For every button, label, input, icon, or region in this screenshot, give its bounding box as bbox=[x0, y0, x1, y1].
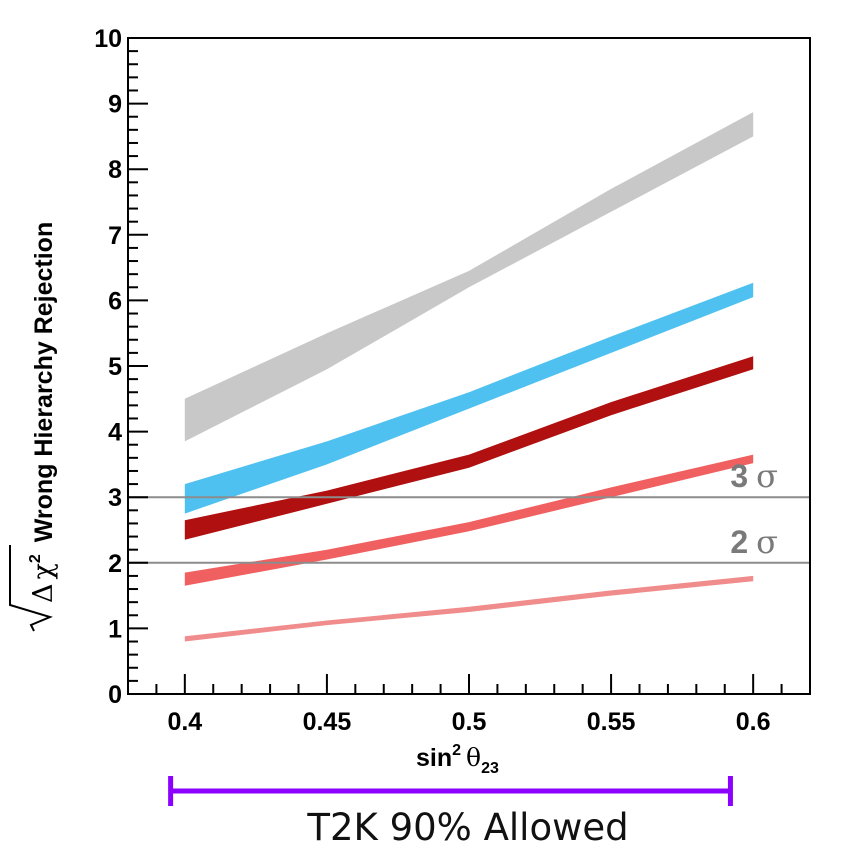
y-tick-label: 1 bbox=[108, 615, 122, 643]
x-title-base: sin bbox=[416, 744, 452, 772]
x-tick-label: 0.5 bbox=[452, 708, 487, 736]
y-tick-label: 6 bbox=[108, 287, 122, 315]
band-lightblue bbox=[184, 282, 754, 514]
t2k-range-label: T2K 90% Allowed bbox=[306, 806, 628, 849]
y-tick-label: 10 bbox=[94, 25, 122, 53]
x-title-sub: 23 bbox=[481, 760, 499, 777]
band-salmon bbox=[184, 454, 754, 586]
t2k-range: T2K 90% Allowed bbox=[168, 776, 733, 849]
3-sigma-label-number: 3 bbox=[730, 458, 748, 494]
band-gray bbox=[184, 112, 754, 442]
y-tick-label: 3 bbox=[108, 484, 122, 512]
x-tick-label: 0.55 bbox=[587, 708, 636, 736]
y-tick-label: 2 bbox=[108, 550, 122, 578]
band-pink bbox=[184, 575, 754, 642]
x-tick-label: 0.6 bbox=[736, 708, 771, 736]
bands-layer bbox=[184, 112, 754, 642]
x-tick-label: 0.4 bbox=[167, 708, 202, 736]
y-tick-label: 4 bbox=[108, 419, 122, 447]
y-title-chi: χ bbox=[28, 563, 59, 579]
sqrt-symbol bbox=[9, 545, 53, 632]
reference-lines-layer: 3 σ2 σ bbox=[128, 457, 810, 564]
y-title-text: Wrong Hierarchy Rejection bbox=[30, 222, 58, 542]
tick-labels-layer: 0 1 2 3 4 5 6 7 8 9 10 0.4 0.45 0.5 0.55 0.6 bbox=[94, 25, 770, 736]
x-title-sup: 2 bbox=[452, 742, 461, 759]
y-axis-title: Δχ2 Wrong Hierarchy Rejection bbox=[9, 222, 59, 632]
x-tick-label: 0.45 bbox=[303, 708, 352, 736]
ticks-layer bbox=[127, 37, 811, 695]
2-sigma-label-sigma: σ bbox=[756, 523, 778, 561]
x-title-theta: θ bbox=[466, 743, 481, 772]
3-sigma-label-sigma: σ bbox=[756, 457, 778, 495]
y-tick-label: 0 bbox=[108, 681, 122, 709]
y-tick-label: 9 bbox=[108, 91, 122, 119]
plot-background bbox=[128, 38, 810, 694]
y-tick-label: 5 bbox=[108, 353, 122, 381]
y-tick-label: 7 bbox=[108, 222, 122, 250]
y-title-sup: 2 bbox=[27, 554, 44, 563]
svg-text:Δχ2Wrong Hierarchy Rejection: Δχ2 Wrong Hierarchy Rejection bbox=[27, 222, 59, 603]
x-axis-title: sin2 θ23 bbox=[416, 742, 499, 777]
y-title-delta: Δ bbox=[28, 584, 59, 604]
y-tick-label: 8 bbox=[108, 156, 122, 184]
2-sigma-label-number: 2 bbox=[730, 524, 748, 560]
band-darkred bbox=[184, 356, 754, 540]
